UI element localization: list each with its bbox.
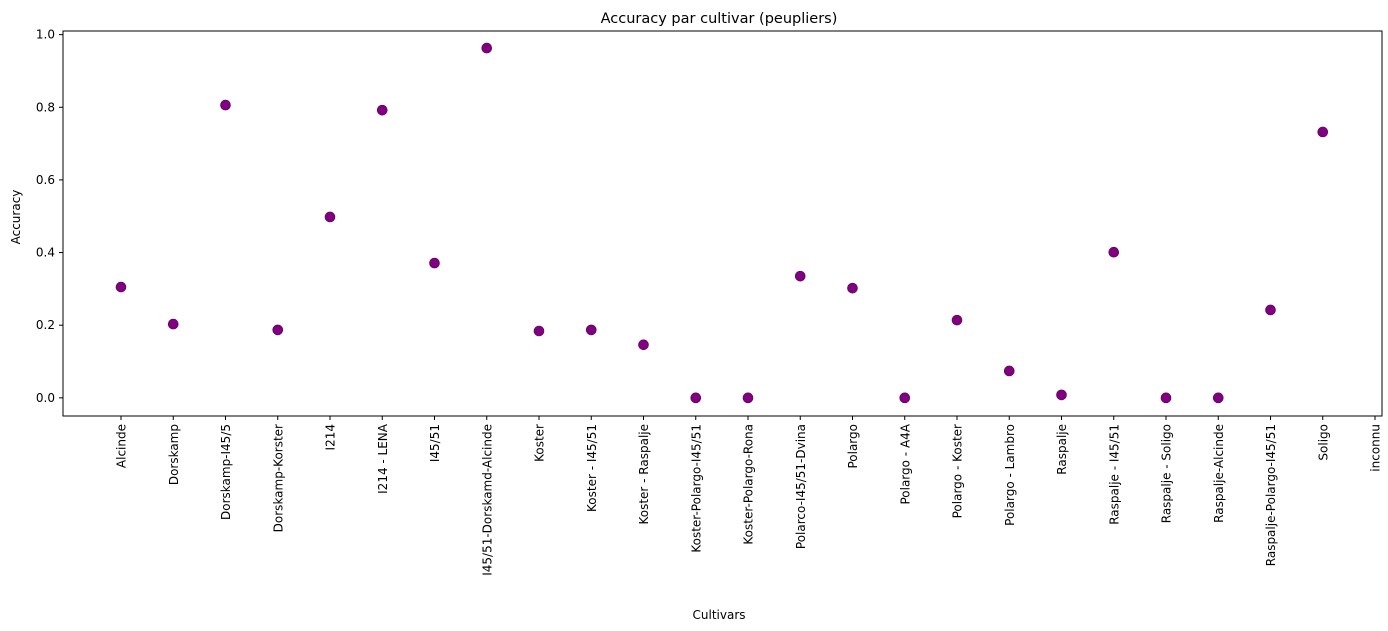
data-point [272,324,284,336]
x-tick-label: Koster - Raspalje [637,424,651,525]
x-axis-title: Cultivars [693,608,746,622]
data-point [1108,246,1120,258]
data-point [1317,126,1329,138]
x-tick-label: Dorskamp-I45/5 [219,424,233,520]
data-point [742,392,754,404]
data-point [951,314,963,326]
x-tick-label: Raspalje - I45/51 [1107,424,1121,525]
y-tick-label: 0.8 [36,100,55,114]
x-tick-label: inconnu [1369,424,1383,472]
data-point [1265,304,1276,316]
x-tick-label: Polargo [846,424,860,469]
data-point [638,339,649,351]
x-tick-label: Alcinde [115,424,129,468]
data-point [1056,389,1067,401]
data-point [115,281,127,293]
plot-frame [62,30,1383,417]
data-point [1160,392,1172,404]
x-tick-label: I214 - LENA [376,423,390,494]
x-tick-label: Polargo - A4A [898,423,912,504]
x-tick-label: Polarco-I45/51-Dvina [794,424,808,549]
data-point [481,42,493,54]
x-tick-label: I45/51-Dorskamd-Alcinde [480,424,494,576]
x-tick-label: Raspalje - Soligo [1160,424,1174,523]
data-point [1212,392,1224,404]
x-tick-label: Dorskamp-Korster [271,424,285,532]
y-tick-label: 0.6 [36,173,55,187]
y-tick-label: 0.2 [36,318,55,332]
data-point [847,282,858,294]
data-point [585,324,597,336]
y-axis-title: Accuracy [9,190,23,245]
y-tick-label: 0.0 [36,391,55,405]
y-tick-label: 1.0 [36,28,55,42]
x-tick-label: Soligo [1316,424,1330,461]
x-tick-label: Raspalje [1055,424,1069,475]
x-tick-label: Polargo - Lambro [1003,424,1017,526]
data-point [376,104,388,116]
data-point [324,211,336,223]
data-point [533,325,545,337]
x-tick-label: Raspalje-Polargo-I45/51 [1264,424,1278,566]
data-point [220,99,231,111]
x-tick-label: Koster - I45/51 [585,424,599,512]
x-tick-label: Koster-Polargo-I45/51 [689,424,703,553]
data-point [429,257,440,269]
x-tick-label: I45/51 [428,424,442,462]
x-tick-label: I214 [324,424,338,450]
data-point [1003,365,1015,377]
x-tick-label: Koster [533,424,547,462]
data-point [167,318,179,330]
chart-title: Accuracy par cultivar (peupliers) [601,11,838,27]
data-point [690,392,702,404]
plot-area: 0.0 0.2 0.4 0.6 0.8 1.0 Alcinde Dorskamp Dorskam… [36,28,1383,576]
y-tick-label: 0.4 [36,246,55,260]
x-tick-label: Polargo - Koster [951,424,965,518]
x-tick-label: Dorskamp [167,424,181,485]
data-point [794,270,806,282]
data-point [899,392,911,404]
x-tick-label: Koster-Polargo-Rona [742,424,756,545]
x-tick-label: Raspalje-Alcinde [1212,424,1226,523]
